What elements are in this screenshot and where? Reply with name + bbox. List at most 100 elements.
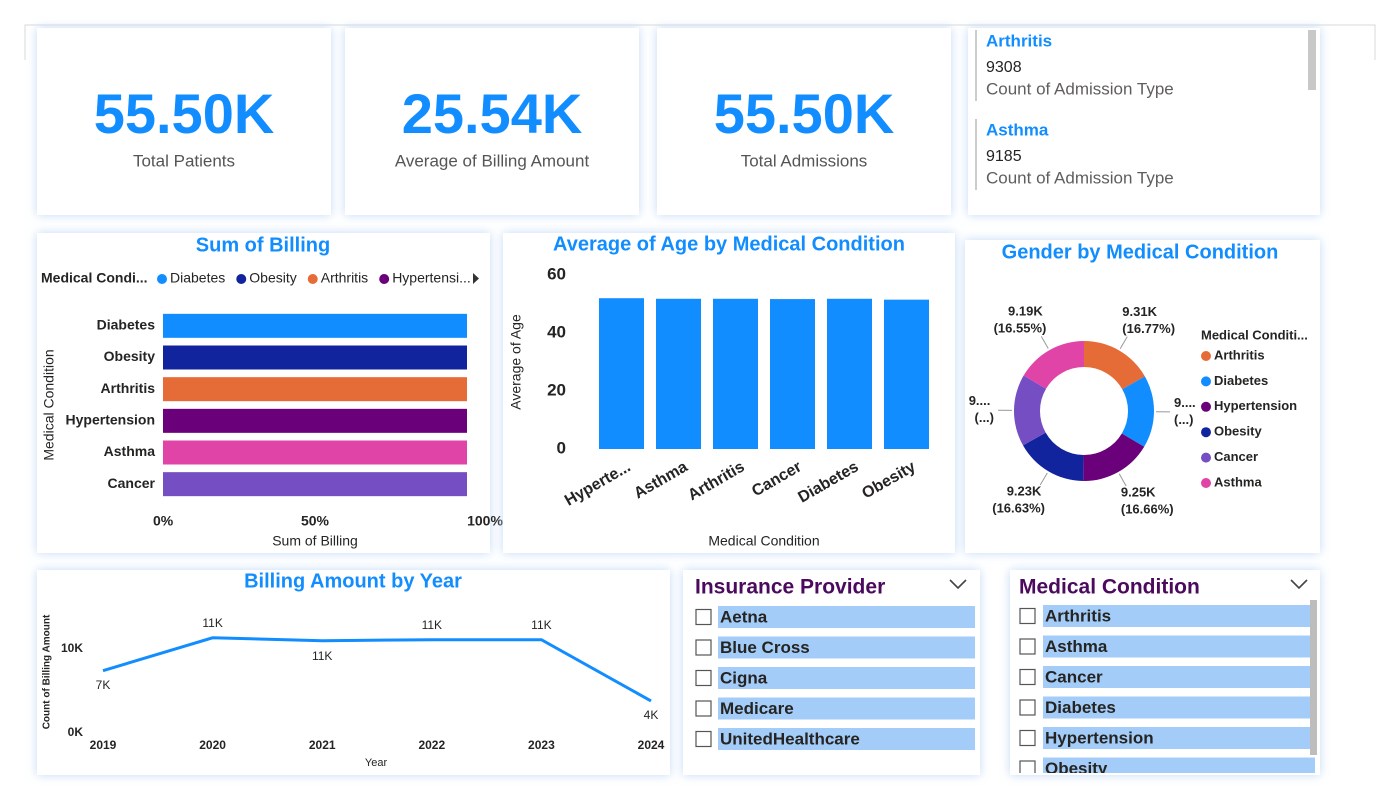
bar	[163, 472, 467, 497]
slicer-item-label: Hypertension	[1045, 728, 1154, 747]
data-label: 9.19K (16.55%)	[994, 304, 1047, 336]
bar	[163, 408, 467, 433]
bar	[599, 298, 644, 449]
data-label: 7K	[96, 678, 111, 692]
slicer-item[interactable]	[718, 606, 975, 628]
slicer-item[interactable]	[718, 667, 975, 689]
y-tick-label: Asthma	[104, 443, 156, 459]
data-label: 11K	[531, 618, 551, 632]
slicer-item-label: Aetna	[720, 607, 768, 626]
checkbox[interactable]	[1019, 699, 1036, 716]
chart-title: Billing Amount by Year	[244, 570, 462, 592]
slicer-item[interactable]	[1043, 666, 1315, 688]
y-axis-label: Medical Condition	[41, 349, 57, 460]
kpi-value: 55.50K	[714, 82, 895, 145]
x-tick-label: 0%	[153, 513, 174, 529]
legend-marker	[1201, 427, 1211, 438]
legend-label: Diabetes	[170, 270, 225, 286]
donut-segment	[1023, 432, 1084, 481]
legend-marker	[307, 274, 318, 284]
checkbox[interactable]	[1019, 607, 1036, 625]
slicer-item[interactable]	[1043, 635, 1315, 658]
slicer-item[interactable]	[1043, 696, 1315, 719]
line	[102, 636, 652, 703]
card-label: Count of Admission Type	[986, 168, 1174, 187]
card-scrollbar[interactable]	[1308, 30, 1316, 90]
slicer-chevron[interactable]	[1290, 579, 1308, 590]
legend-arrow[interactable]	[473, 273, 479, 284]
data-label: 11K	[202, 616, 222, 630]
donut-segment	[1013, 375, 1047, 446]
legend-marker	[1201, 376, 1211, 387]
x-tick-label: 2019	[90, 738, 117, 752]
checkbox[interactable]	[695, 608, 712, 626]
legend-title: Medical Condi...	[41, 270, 148, 286]
card-value: 9308	[986, 59, 1022, 76]
slicer-item[interactable]	[1043, 605, 1315, 627]
checkbox[interactable]	[1019, 729, 1036, 747]
slicer-item[interactable]	[1043, 757, 1315, 780]
legend-title: Medical Conditi...	[1201, 327, 1308, 342]
x-axis-label: Year	[365, 757, 388, 769]
x-tick-label: 2022	[418, 738, 445, 752]
legend-label: Cancer	[1214, 449, 1258, 464]
y-axis-label: Average of Age	[508, 314, 524, 410]
y-tick-label: 0K	[68, 725, 84, 739]
kpi-value: 55.50K	[94, 82, 275, 145]
legend-marker	[1201, 478, 1211, 488]
bar	[884, 299, 929, 449]
slicer-title: Medical Condition	[1019, 576, 1200, 599]
chart-title: Sum of Billing	[196, 234, 330, 256]
x-tick-label: 2020	[199, 738, 226, 752]
panel	[37, 570, 670, 775]
slicer-item[interactable]	[718, 636, 975, 659]
data-label: 11K	[312, 649, 332, 663]
kpi-value: 25.54K	[402, 82, 583, 145]
y-tick-label: Arthritis	[101, 380, 156, 396]
card-label: Count of Admission Type	[986, 79, 1174, 98]
checkbox[interactable]	[695, 730, 712, 748]
x-tick-label: 2024	[638, 738, 665, 752]
slicer-item-label: Cancer	[1045, 667, 1103, 686]
slicer-item[interactable]	[718, 728, 975, 750]
slicer-item-label: Obesity	[1045, 759, 1108, 778]
bar	[827, 298, 872, 449]
x-tick-label: 100%	[467, 513, 503, 529]
slicer-item-label: Asthma	[1045, 637, 1108, 656]
bar	[656, 298, 701, 449]
data-label: 9.31K (16.77%)	[1122, 305, 1175, 337]
card-name: Arthritis	[986, 31, 1052, 50]
panel	[345, 28, 639, 215]
legend-marker	[379, 274, 390, 284]
slicer-item[interactable]	[718, 697, 975, 720]
slicer-chevron[interactable]	[949, 579, 967, 590]
donut-segment	[1083, 433, 1145, 481]
leader-line	[1040, 336, 1049, 349]
x-tick-label: 2021	[309, 738, 336, 752]
donut-segment	[1023, 341, 1084, 389]
legend-marker	[157, 274, 167, 284]
card-name: Asthma	[986, 120, 1049, 139]
y-tick-label: Diabetes	[97, 317, 156, 333]
chart-title: Average of Age by Medical Condition	[553, 233, 905, 255]
legend-label: Arthritis	[1214, 347, 1265, 362]
slicer-scrollbar[interactable]	[1310, 600, 1317, 755]
bar	[163, 440, 467, 465]
y-axis-label: Count of Billing Amount	[42, 614, 53, 729]
y-tick-label: 0	[557, 438, 566, 457]
checkbox[interactable]	[1019, 668, 1036, 686]
frame	[24, 24, 1376, 60]
leader-line	[1119, 336, 1128, 350]
checkbox[interactable]	[695, 669, 712, 687]
panel	[37, 28, 331, 215]
checkbox[interactable]	[1019, 760, 1036, 776]
legend-label: Hypertension	[1214, 398, 1297, 413]
checkbox[interactable]	[695, 639, 712, 656]
kpi-label: Total Patients	[133, 151, 235, 170]
slicer-item[interactable]	[1043, 727, 1315, 749]
checkbox[interactable]	[695, 700, 712, 717]
slicer-item-label: Blue Cross	[720, 638, 810, 657]
checkbox[interactable]	[1019, 638, 1036, 655]
data-label: 9.... (...)	[969, 394, 994, 426]
